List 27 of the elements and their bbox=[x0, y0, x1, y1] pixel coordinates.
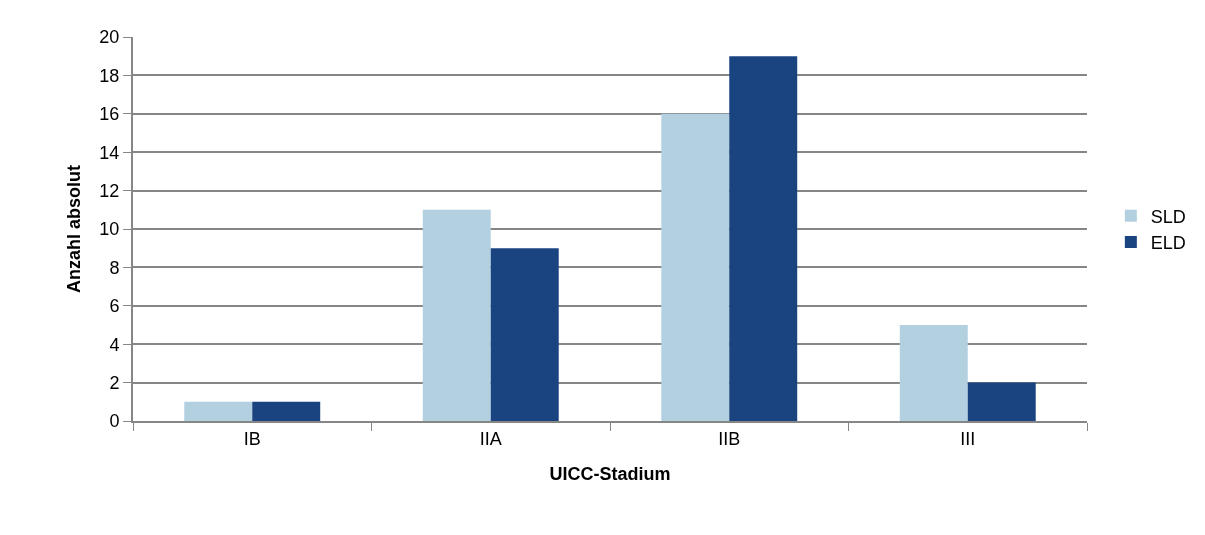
bar bbox=[184, 401, 253, 421]
y-tick-label: 10 bbox=[99, 219, 120, 240]
x-tick-label: IB bbox=[243, 428, 261, 449]
y-tick-label: 18 bbox=[99, 65, 120, 86]
bar bbox=[967, 382, 1036, 421]
y-axis-title: Anzahl absolut bbox=[64, 164, 85, 294]
y-tick-label: 8 bbox=[109, 257, 120, 278]
y-tick-label: 20 bbox=[99, 27, 120, 48]
y-tick-label: 14 bbox=[99, 142, 120, 163]
y-tick-label: 0 bbox=[109, 411, 120, 432]
x-tick-label: III bbox=[960, 428, 976, 449]
bar bbox=[899, 325, 968, 421]
bar bbox=[252, 401, 321, 421]
bar bbox=[490, 248, 559, 421]
legend-label: ELD bbox=[1150, 233, 1186, 254]
x-tick-label: IIB bbox=[718, 428, 741, 449]
y-tick-label: 12 bbox=[99, 180, 120, 201]
bar bbox=[661, 113, 730, 421]
x-axis-title: UICC-Stadium bbox=[549, 464, 671, 485]
x-tick-label: IIA bbox=[479, 428, 502, 449]
bar bbox=[422, 209, 491, 421]
y-tick-label: 6 bbox=[109, 296, 120, 317]
y-tick-label: 4 bbox=[109, 334, 120, 355]
y-tick-label: 2 bbox=[109, 372, 120, 393]
y-tick-label: 16 bbox=[99, 104, 120, 125]
bar bbox=[729, 56, 798, 421]
legend-label: SLD bbox=[1150, 206, 1186, 227]
